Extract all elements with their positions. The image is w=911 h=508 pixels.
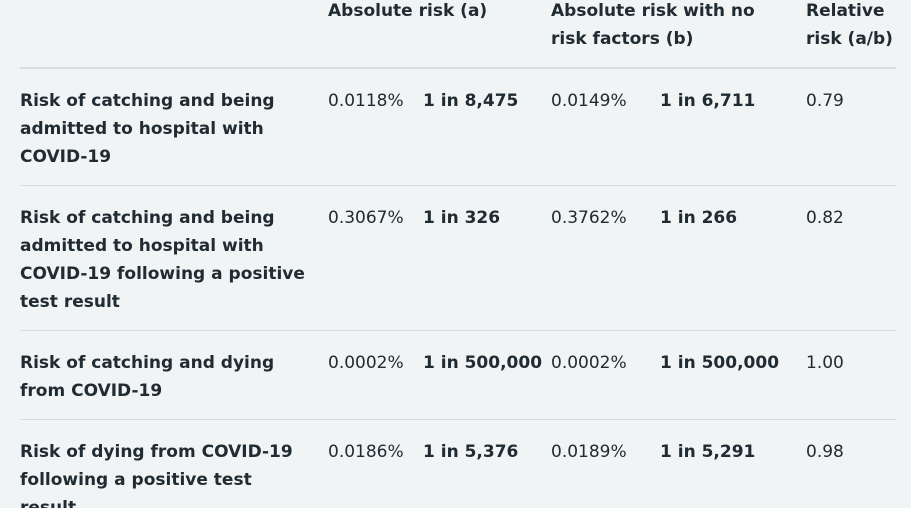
header-absolute-risk: Absolute risk (a) [328,1,488,21]
table-row: Risk of catching and being admitted to h… [20,69,896,186]
row-label: Risk of catching and being admitted to h… [20,208,305,312]
relative-risk-value: 0.82 [806,208,844,228]
table-header: Absolute risk (a) Absolute risk with no … [20,0,896,69]
absolute-risk-percent: 0.0186% [328,442,404,462]
table-row: Risk of catching and dying from COVID-19… [20,331,896,420]
risk-table: Absolute risk (a) Absolute risk with no … [20,0,896,508]
row-label: Risk of catching and dying from COVID-19 [20,353,275,401]
no-factor-risk-fraction: 1 in 5,291 [660,442,756,462]
absolute-risk-fraction: 1 in 8,475 [423,91,519,111]
no-factor-risk-percent: 0.3762% [551,208,627,228]
row-label: Risk of dying from COVID-19 following a … [20,442,293,508]
no-factor-risk-percent: 0.0149% [551,91,627,111]
no-factor-risk-fraction: 1 in 266 [660,208,738,228]
no-factor-risk-percent: 0.0189% [551,442,627,462]
absolute-risk-percent: 0.3067% [328,208,404,228]
table-row: Risk of catching and being admitted to h… [20,186,896,331]
relative-risk-value: 1.00 [806,353,844,373]
header-absolute-risk-no-factors: Absolute risk with no risk factors (b) [551,1,755,49]
absolute-risk-percent: 0.0002% [328,353,404,373]
relative-risk-value: 0.79 [806,91,844,111]
absolute-risk-fraction: 1 in 500,000 [423,353,543,373]
absolute-risk-percent: 0.0118% [328,91,404,111]
header-relative-risk: Relative risk (a/b) [806,1,893,49]
no-factor-risk-percent: 0.0002% [551,353,627,373]
absolute-risk-fraction: 1 in 326 [423,208,501,228]
absolute-risk-fraction: 1 in 5,376 [423,442,519,462]
no-factor-risk-fraction: 1 in 6,711 [660,91,756,111]
table-row: Risk of dying from COVID-19 following a … [20,420,896,508]
no-factor-risk-fraction: 1 in 500,000 [660,353,780,373]
row-label: Risk of catching and being admitted to h… [20,91,275,167]
relative-risk-value: 0.98 [806,442,844,462]
